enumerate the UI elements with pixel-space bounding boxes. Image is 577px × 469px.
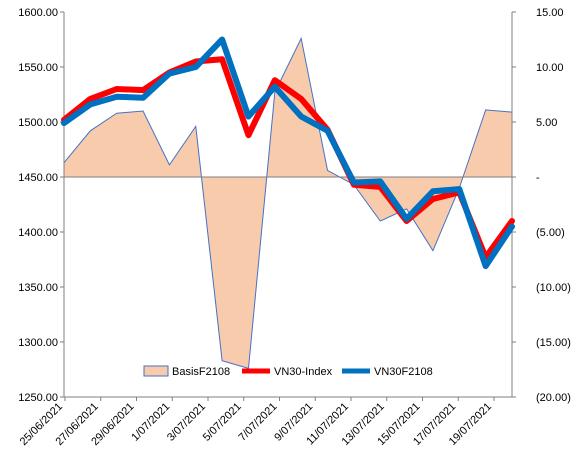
right-tick-label: - bbox=[536, 172, 540, 184]
left-tick-label: 1450.00 bbox=[18, 172, 58, 184]
left-tick-label: 1400.00 bbox=[18, 227, 58, 239]
left-tick-label: 1250.00 bbox=[18, 392, 58, 404]
legend-label-basisf2108: BasisF2108 bbox=[172, 366, 230, 378]
right-tick-label: 10.00 bbox=[536, 62, 564, 74]
right-tick-label: 5.00 bbox=[536, 117, 557, 129]
area-edge-basisf2108 bbox=[63, 36, 513, 370]
lines-layer bbox=[61, 36, 515, 270]
legend-label-vn30-index: VN30-Index bbox=[274, 366, 333, 378]
line-vn30-index bbox=[61, 56, 515, 261]
legend-label-vn30f2108: VN30F2108 bbox=[374, 366, 433, 378]
legend: BasisF2108 VN30-Index VN30F2108 bbox=[143, 365, 433, 378]
left-tick-label: 1350.00 bbox=[18, 282, 58, 294]
left-tick-label: 1500.00 bbox=[18, 117, 58, 129]
legend-swatch-basisf2108 bbox=[143, 365, 169, 377]
right-tick-label: (15.00) bbox=[536, 337, 571, 349]
line-vn30f2108 bbox=[61, 36, 515, 270]
right-tick-label: 15.00 bbox=[536, 7, 564, 19]
right-tick-label: (5.00) bbox=[536, 227, 565, 239]
right-tick-label: (20.00) bbox=[536, 392, 571, 404]
left-tick-label: 1600.00 bbox=[18, 7, 58, 19]
left-tick-label: 1550.00 bbox=[18, 62, 58, 74]
right-tick-label: (10.00) bbox=[536, 282, 571, 294]
left-tick-label: 1300.00 bbox=[18, 337, 58, 349]
